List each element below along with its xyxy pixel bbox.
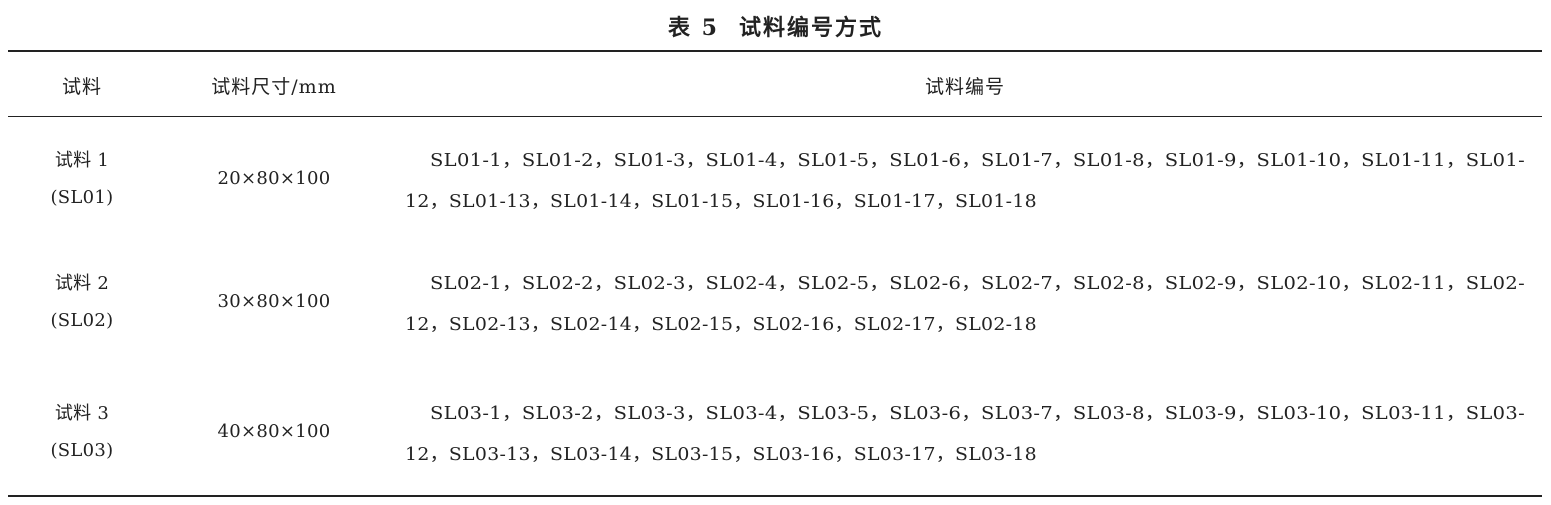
column-header-size: 试料尺寸/mm [211,76,337,98]
table-caption: 表 5 试料编号方式 [0,10,1551,42]
table-number: 表 5 [668,15,719,41]
sample-code: (SL02) [50,310,114,331]
sample-ids-line: SL03-1，SL03-2，SL03-3，SL03-4，SL03-5，SL03-… [430,403,1525,424]
sample-ids-line: 12，SL01-13，SL01-14，SL01-15，SL01-16，SL01-… [405,191,1037,212]
sample-ids-line: 12，SL02-13，SL02-14，SL02-15，SL02-16，SL02-… [405,314,1037,335]
bottom-rule [8,495,1542,497]
sample-ids-line: 12，SL03-13，SL03-14，SL03-15，SL03-16，SL03-… [405,444,1037,465]
top-rule [8,50,1542,52]
sample-code: (SL03) [50,440,114,461]
sample-name: 试料 1 [54,150,110,171]
sample-size: 20×80×100 [217,168,331,189]
sample-name: 试料 3 [54,403,110,424]
table-title: 试料编号方式 [738,15,883,41]
sample-name: 试料 2 [54,273,110,294]
header-rule [8,116,1542,117]
sample-code: (SL01) [50,187,114,208]
sample-size: 30×80×100 [217,291,331,312]
column-header-ids: 试料编号 [924,76,1005,98]
column-header-sample: 试料 [61,76,102,98]
sample-ids-line: SL01-1，SL01-2，SL01-3，SL01-4，SL01-5，SL01-… [430,150,1525,171]
sample-ids-line: SL02-1，SL02-2，SL02-3，SL02-4，SL02-5，SL02-… [430,273,1525,294]
sample-size: 40×80×100 [217,421,331,442]
